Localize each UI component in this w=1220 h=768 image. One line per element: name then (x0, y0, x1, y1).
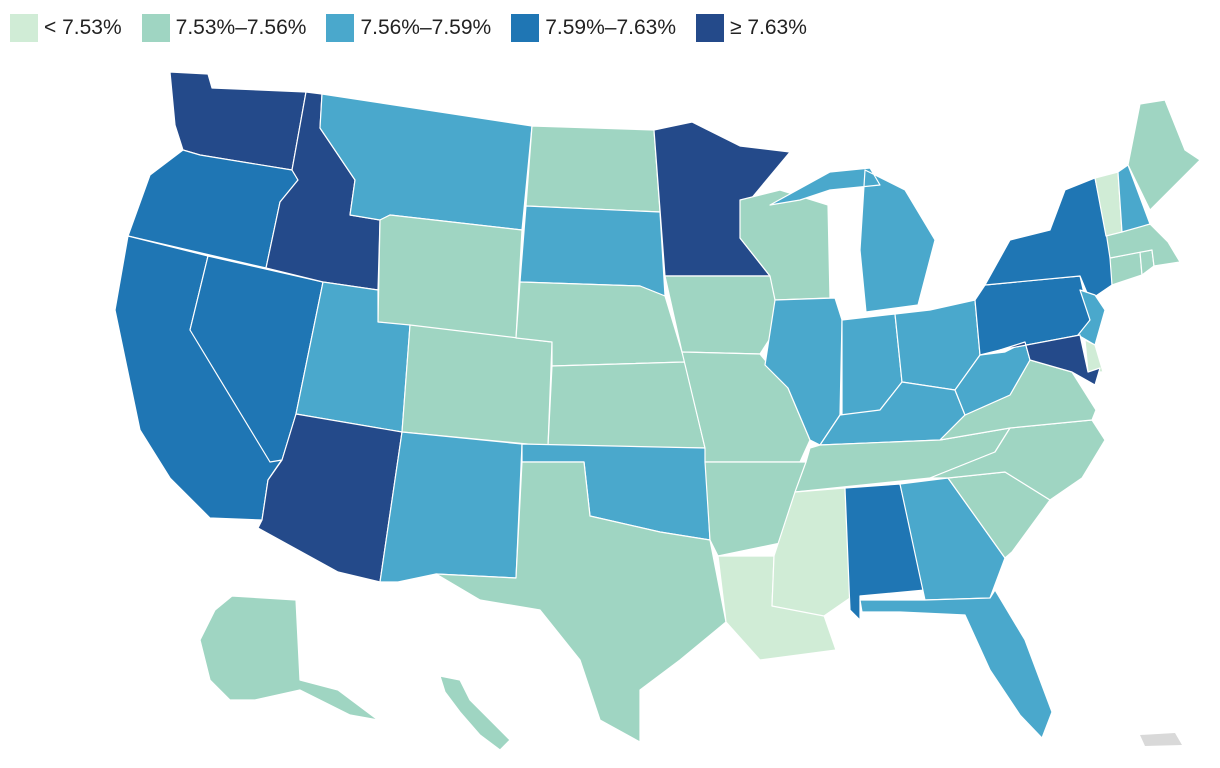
legend-label: < 7.53% (44, 16, 122, 39)
legend-label: 7.56%–7.59% (360, 16, 492, 39)
state-ar[interactable] (704, 461, 807, 557)
state-hi[interactable] (439, 675, 511, 751)
legend-item-bin-2[interactable]: 7.56%–7.59% (326, 14, 491, 42)
state-mo[interactable] (681, 351, 811, 463)
legend: < 7.53% 7.53%–7.56% 7.56%–7.59% 7.59%–7.… (10, 12, 807, 44)
legend-item-bin-3[interactable]: 7.59%–7.63% (511, 14, 676, 42)
state-ma[interactable] (1105, 223, 1181, 267)
legend-swatch (511, 14, 540, 42)
state-ga[interactable] (899, 477, 1006, 601)
state-wy[interactable] (377, 214, 523, 339)
legend-swatch (141, 14, 170, 42)
state-fl[interactable] (859, 589, 1053, 739)
state-mi[interactable] (769, 167, 936, 313)
state-ia[interactable] (664, 275, 783, 355)
legend-label: 7.59%–7.63% (545, 16, 676, 39)
legend-item-bin-1[interactable]: 7.53%–7.56% (141, 14, 307, 42)
legend-swatch (10, 14, 38, 42)
state-md[interactable] (999, 334, 1101, 386)
state-nh[interactable] (1117, 164, 1151, 233)
legend-item-bin-4[interactable]: ≥ 7.63% (696, 14, 807, 42)
state-de[interactable] (1084, 339, 1104, 373)
state-nd[interactable] (525, 125, 661, 213)
legend-label: ≥ 7.63% (730, 16, 807, 39)
legend-label: 7.53%–7.56% (175, 16, 307, 39)
state-nc[interactable] (929, 419, 1106, 501)
state-mt[interactable] (319, 93, 533, 231)
state-nm[interactable] (379, 431, 523, 583)
state-tx[interactable] (435, 461, 727, 743)
state-ak[interactable] (199, 595, 379, 721)
state-co[interactable] (401, 324, 553, 447)
state-me[interactable] (1127, 99, 1201, 211)
legend-swatch (326, 14, 355, 42)
state-ks[interactable] (547, 361, 706, 449)
legend-item-bin-0[interactable]: < 7.53% (10, 14, 122, 42)
territory-pr[interactable] (1140, 733, 1182, 746)
legend-swatch (696, 14, 724, 42)
